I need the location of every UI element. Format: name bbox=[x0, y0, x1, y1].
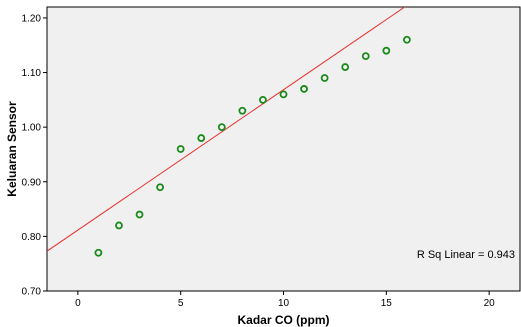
data-point bbox=[382, 46, 391, 55]
data-point bbox=[176, 145, 185, 153]
data-point bbox=[115, 221, 123, 230]
y-axis: 0.70 0.80 0.90 1.00 1.10 1.20 bbox=[22, 13, 47, 298]
data-point bbox=[94, 248, 103, 257]
data-point bbox=[197, 134, 206, 142]
data-point bbox=[238, 106, 247, 115]
y-tick-label: 0.70 bbox=[22, 287, 42, 298]
data-point bbox=[320, 74, 329, 82]
fit-line bbox=[47, 7, 406, 252]
y-tick-label: 1.10 bbox=[22, 68, 42, 79]
x-tick-label: 5 bbox=[178, 298, 184, 309]
data-point bbox=[300, 85, 308, 93]
data-point bbox=[156, 183, 165, 192]
data-point bbox=[341, 63, 350, 71]
data-point bbox=[279, 90, 288, 99]
data-point bbox=[135, 210, 144, 219]
y-tick-label: 1.20 bbox=[22, 13, 42, 24]
data-points bbox=[94, 35, 411, 257]
x-tick-label: 15 bbox=[381, 298, 393, 309]
data-point bbox=[217, 123, 226, 132]
y-tick-label: 0.90 bbox=[22, 177, 42, 188]
x-tick-label: 0 bbox=[75, 298, 81, 309]
x-tick-label: 20 bbox=[484, 298, 496, 309]
data-point bbox=[259, 95, 267, 104]
plot-area bbox=[46, 6, 521, 292]
r-squared-annotation: R Sq Linear = 0.943 bbox=[417, 249, 515, 261]
x-axis: 0 5 10 15 20 bbox=[75, 291, 495, 309]
y-axis-title: Keluaran Sensor bbox=[5, 101, 19, 197]
data-point bbox=[361, 52, 370, 61]
x-tick-label: 10 bbox=[278, 298, 290, 309]
y-tick-label: 1.00 bbox=[22, 123, 42, 134]
y-tick-label: 0.80 bbox=[22, 232, 42, 243]
data-point bbox=[402, 35, 411, 44]
x-axis-title: Kadar CO (ppm) bbox=[237, 313, 329, 327]
